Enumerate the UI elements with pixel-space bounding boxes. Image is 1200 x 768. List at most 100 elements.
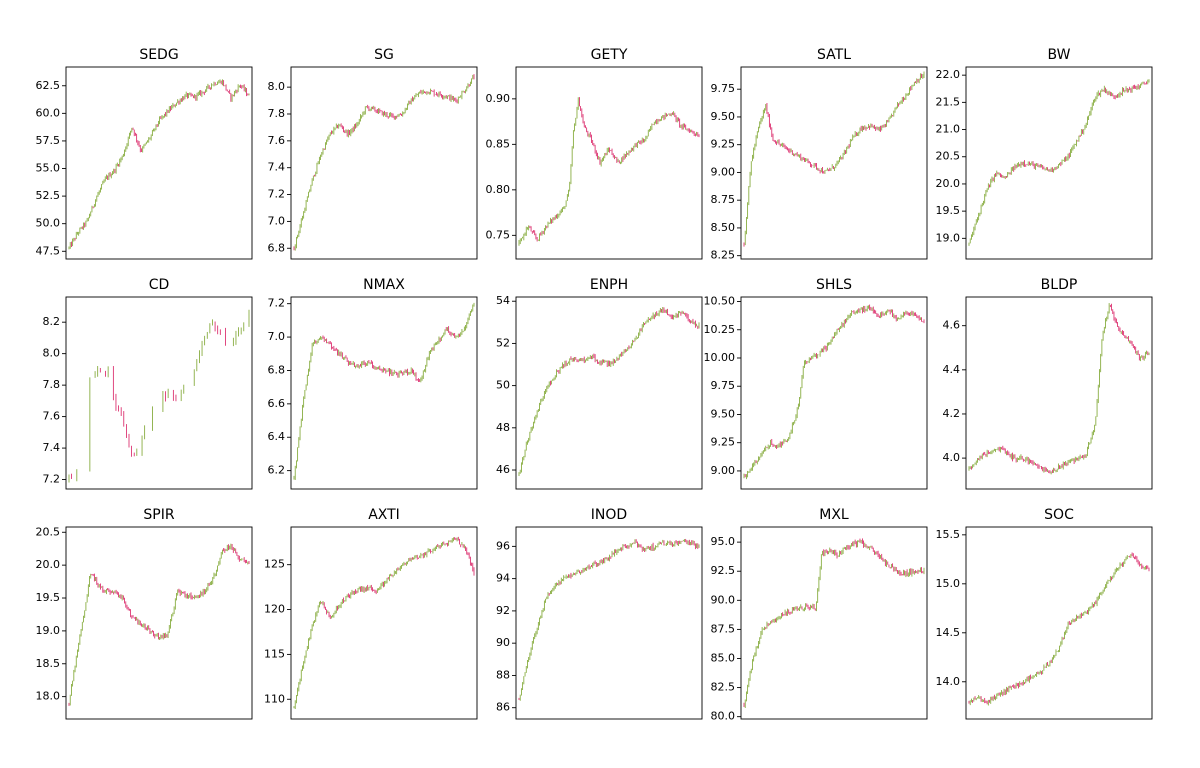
plot-frame (740, 296, 928, 490)
subplot-title: SHLS (816, 277, 852, 293)
subplot-bw: BW 19.0 19.5 20.0 20.5 21.0 21.5 22.0 (936, 47, 1153, 260)
subplot-title: INOD (591, 507, 627, 523)
subplot-title: BLDP (1041, 277, 1078, 293)
y-tick-label: 52 (496, 336, 510, 349)
candles (293, 536, 475, 710)
subplot-sedg: SEDG 47.5 50.0 52.5 55.0 57.5 60.0 62.5 (36, 47, 253, 260)
subplot-title: SOC (1044, 507, 1074, 523)
subplot-title: NMAX (363, 277, 405, 293)
y-tick-label: 120 (264, 603, 285, 616)
plot-frame (965, 296, 1153, 490)
y-tick-label: 15.5 (936, 528, 961, 541)
y-tick-label: 10.50 (704, 295, 736, 308)
subplot-cd: CD 7.2 7.4 7.6 7.8 8.0 8.2 (43, 277, 253, 490)
y-tick-label: 20.5 (936, 150, 961, 163)
y-tick-label: 92.5 (711, 564, 736, 577)
y-tick-label: 19.5 (936, 204, 961, 217)
y-tick-label: 0.85 (486, 137, 511, 150)
y-tick-label: 21.5 (936, 95, 961, 108)
subplot-gety: GETY 0.75 0.80 0.85 0.90 (486, 47, 703, 260)
y-tick-label: 8.2 (43, 315, 61, 328)
y-tick-label: 7.2 (43, 473, 61, 486)
subplot-satl: SATL 8.25 8.50 8.75 9.00 9.25 9.50 9.75 (711, 47, 928, 262)
y-tick-label: 9.25 (711, 436, 736, 449)
subplot-title: ENPH (590, 277, 628, 293)
plot-frame (65, 296, 253, 490)
subplot-title: SATL (817, 47, 851, 63)
y-tick-label: 4.6 (943, 319, 961, 332)
y-tick-label: 0.80 (486, 183, 511, 196)
candles (68, 543, 250, 706)
subplot-spir: SPIR 18.0 18.5 19.0 19.5 20.0 20.5 (36, 507, 253, 720)
candles (293, 302, 475, 480)
y-tick-label: 7.8 (43, 378, 61, 391)
subplot-bldp: BLDP 4.0 4.2 4.4 4.6 (943, 277, 1153, 490)
subplot-sg: SG 6.8 7.0 7.2 7.4 7.6 7.8 8.0 (268, 47, 478, 260)
plot-frame (65, 66, 253, 260)
y-tick-label: 8.25 (711, 249, 736, 262)
y-tick-label: 90 (496, 636, 510, 649)
candles (518, 306, 700, 476)
y-tick-label: 54 (496, 294, 510, 307)
y-tick-label: 50 (496, 379, 510, 392)
y-tick-label: 20.0 (36, 558, 61, 571)
y-tick-label: 19.0 (36, 624, 61, 637)
y-tick-label: 7.0 (268, 214, 286, 227)
candles (68, 309, 250, 483)
y-tick-label: 0.75 (486, 228, 511, 241)
y-tick-label: 82.5 (711, 681, 736, 694)
y-tick-label: 115 (264, 647, 285, 660)
subplot-title: GETY (591, 47, 628, 63)
y-tick-label: 110 (264, 692, 285, 705)
candles (743, 71, 925, 247)
y-tick-label: 9.00 (711, 165, 736, 178)
y-tick-label: 6.2 (268, 464, 286, 477)
subplot-axti: AXTI 110 115 120 125 (264, 507, 478, 720)
y-tick-label: 8.75 (711, 193, 736, 206)
candles (968, 552, 1150, 706)
plot-frame (290, 526, 478, 720)
subplot-enph: ENPH 46 48 50 52 54 (496, 277, 703, 490)
subplot-soc: SOC 14.0 14.5 15.0 15.5 (936, 507, 1153, 720)
y-tick-label: 90.0 (711, 593, 736, 606)
y-tick-label: 125 (264, 558, 285, 571)
plot-frame (515, 296, 703, 490)
y-tick-label: 7.2 (268, 188, 286, 201)
y-tick-label: 6.4 (268, 430, 286, 443)
y-tick-label: 52.5 (36, 189, 61, 202)
y-tick-label: 96 (496, 539, 510, 552)
y-tick-label: 4.4 (943, 363, 961, 376)
y-tick-label: 6.6 (268, 397, 286, 410)
y-tick-label: 7.0 (268, 330, 286, 343)
y-tick-label: 7.8 (268, 107, 286, 120)
candles (968, 303, 1150, 475)
y-tick-label: 0.90 (486, 92, 511, 105)
plot-frame (740, 66, 928, 260)
y-tick-label: 15.0 (936, 577, 961, 590)
y-tick-label: 9.50 (711, 407, 736, 420)
y-tick-label: 88 (496, 668, 510, 681)
subplot-shls: SHLS 9.00 9.25 9.50 9.75 10.00 10.25 10.50 (704, 277, 928, 490)
plot-frame (515, 526, 703, 720)
candles (293, 74, 475, 251)
y-tick-label: 6.8 (268, 241, 286, 254)
y-tick-label: 9.25 (711, 138, 736, 151)
y-tick-label: 85.0 (711, 651, 736, 664)
candles (968, 79, 1150, 246)
y-tick-label: 20.5 (36, 525, 61, 538)
y-tick-label: 10.00 (704, 351, 736, 364)
plot-frame (290, 296, 478, 490)
y-tick-label: 14.0 (936, 675, 961, 688)
y-tick-label: 48 (496, 421, 510, 434)
y-tick-label: 4.0 (943, 451, 961, 464)
y-tick-label: 4.2 (943, 407, 961, 420)
y-tick-label: 10.25 (704, 323, 736, 336)
y-tick-label: 7.6 (43, 410, 61, 423)
y-tick-label: 94 (496, 572, 510, 585)
plot-frame (65, 526, 253, 720)
candles (518, 97, 700, 246)
y-tick-label: 92 (496, 604, 510, 617)
y-tick-label: 6.8 (268, 363, 286, 376)
y-tick-label: 22.0 (936, 68, 961, 81)
candles (518, 538, 700, 701)
